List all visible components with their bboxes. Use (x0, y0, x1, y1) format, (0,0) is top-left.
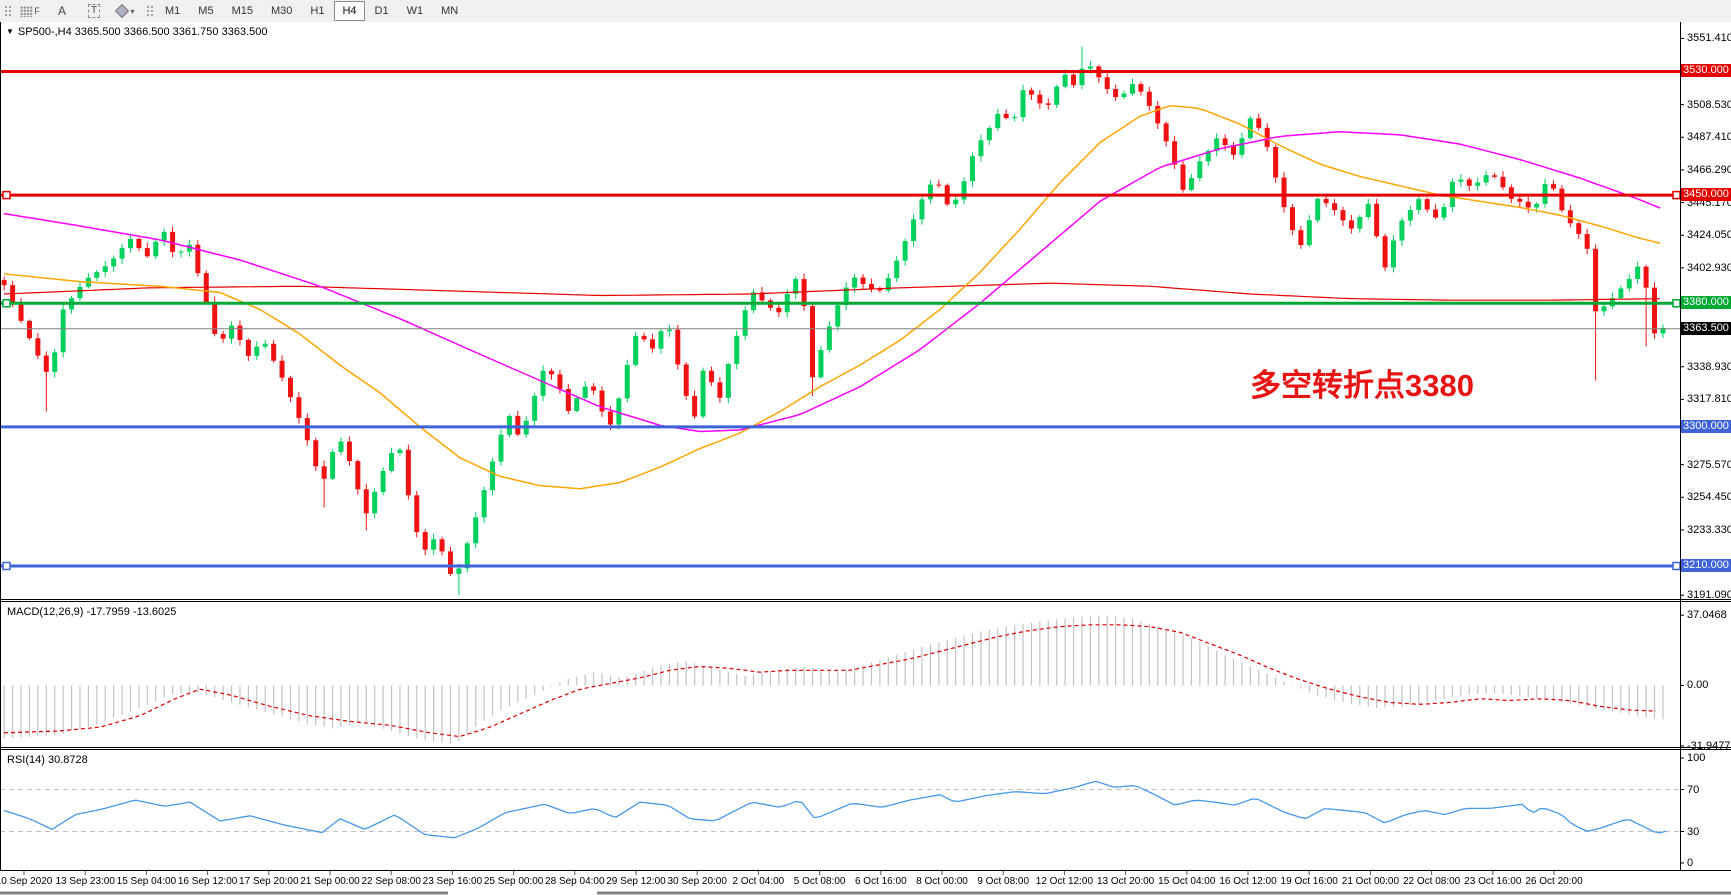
chart-annotation-text: 多空转折点3380 (1250, 368, 1474, 403)
chart-title-text: SP500-,H4 3365.500 3366.500 3361.750 336… (17, 26, 268, 38)
time-axis-label: 25 Sep 00:00 (483, 876, 544, 887)
timeframe-group: M1 M5 M15 M30 H1 H4 D1 W1 MN (156, 1, 467, 21)
tab-timeframe-m30[interactable]: M30 (270, 5, 293, 17)
price-axis-tick: 3466.290 (1687, 163, 1731, 176)
text-label-button[interactable]: T (80, 1, 108, 21)
rsi-indicator-label: RSI(14) 30.8728 (7, 754, 88, 766)
price-axis-tick: 3338.930 (1687, 360, 1731, 373)
price-axis-tick: 3275.570 (1687, 458, 1731, 471)
time-axis-label: 2 Oct 04:00 (732, 876, 785, 887)
price-axis-tick: 3254.450 (1687, 491, 1731, 504)
rsi-axis-tick: 0 (1687, 857, 1694, 869)
grid-icon (20, 5, 34, 17)
chevron-down-icon: ▾ (130, 6, 135, 16)
time-axis-label: 13 Sep 23:00 (55, 876, 115, 887)
line-handle (1672, 561, 1681, 571)
tab-timeframe-h4[interactable]: H4 (334, 1, 365, 21)
price-axis-tick: 3487.410 (1687, 131, 1731, 144)
line-handle (2, 299, 11, 308)
letter-a-icon: A (57, 4, 66, 18)
toolbar: F A T ▾ M1 M5 M15 M30 H1 H4 D1 W1 MN (0, 0, 1731, 23)
toolbar-grip-2[interactable] (145, 4, 153, 18)
macd-signal-line (3, 624, 1657, 738)
time-axis-label: 29 Sep 12:00 (606, 876, 666, 887)
price-axis-tick: 3402.930 (1687, 261, 1731, 274)
tab-timeframe-h1[interactable]: H1 (310, 5, 325, 17)
time-axis-label: 15 Oct 04:00 (1158, 876, 1216, 887)
time-axis-label: 17 Sep 20:00 (239, 876, 299, 887)
price-line-badge: 3210.000 (1681, 559, 1731, 572)
price-line-badge: 3450.000 (1681, 188, 1731, 202)
rsi-axis-tick: 70 (1687, 783, 1700, 796)
cursor-text-button[interactable]: A (48, 1, 76, 21)
profiles-button[interactable]: F (16, 1, 44, 21)
rsi-axis-tick: 100 (1687, 752, 1706, 764)
profiles-label: F (34, 6, 40, 16)
price-axis-tick: 3508.530 (1687, 98, 1731, 111)
price-axis-tick: 3233.330 (1687, 523, 1731, 536)
price-line-badge: 3380.000 (1681, 296, 1731, 310)
time-axis-label: 16 Oct 12:00 (1219, 876, 1277, 887)
time-axis-label: 30 Sep 20:00 (667, 876, 727, 887)
tab-timeframe-m1[interactable]: M1 (165, 5, 181, 17)
time-axis-label: 28 Sep 04:00 (545, 876, 605, 887)
macd-axis-tick: -31.9477 (1687, 740, 1731, 752)
ma-magenta-line (3, 130, 1661, 433)
time-axis-label: 19 Oct 16:00 (1280, 876, 1338, 887)
tab-timeframe-w1[interactable]: W1 (406, 5, 424, 17)
time-axis-label: 8 Oct 00:00 (916, 876, 968, 887)
shapes-icon (115, 3, 130, 19)
time-axis-label: 13 Oct 20:00 (1096, 876, 1155, 887)
time-axis-label: 6 Oct 16:00 (854, 876, 907, 887)
time-axis-label: 12 Oct 12:00 (1035, 876, 1094, 887)
time-axis-label: 5 Oct 08:00 (793, 876, 846, 887)
chart-title: ▼ SP500-,H4 3365.500 3366.500 3361.750 33… (6, 26, 267, 38)
toolbar-grip[interactable] (3, 4, 11, 18)
line-handle (2, 561, 11, 571)
time-axis-label: 10 Sep 2020 (0, 876, 53, 887)
line-handle (1672, 190, 1681, 200)
time-axis-label: 23 Sep 16:00 (422, 876, 483, 887)
time-axis-label: 23 Oct 16:00 (1464, 876, 1522, 887)
time-axis-label: 9 Oct 08:00 (977, 876, 1030, 887)
price-axis-tick: 3191.090 (1687, 589, 1731, 602)
price-axis-tick: 3317.810 (1687, 393, 1731, 406)
collapse-icon[interactable]: ▼ (6, 27, 14, 36)
price-axis-tick: 3551.410 (1687, 32, 1731, 45)
macd-indicator-label: MACD(12,26,9) -17.7959 -13.6025 (7, 606, 177, 618)
rsi-line (3, 780, 1667, 839)
time-axis-label: 26 Oct 20:00 (1525, 876, 1583, 887)
tab-timeframe-d1[interactable]: D1 (374, 5, 389, 17)
macd-histogram (3, 615, 1664, 744)
ma-orange-line (3, 104, 1661, 490)
time-axis-label: 22 Sep 08:00 (361, 876, 421, 887)
price-axis-tick: 3424.050 (1687, 229, 1731, 242)
macd-axis-tick: 0.00 (1687, 679, 1709, 692)
shapes-button[interactable]: ▾ (112, 1, 140, 21)
time-axis-label: 21 Oct 00:00 (1341, 876, 1400, 887)
time-axis-label: 16 Sep 12:00 (177, 876, 238, 887)
time-axis-label: 22 Oct 08:00 (1402, 876, 1461, 887)
ma-red-line (3, 282, 1661, 301)
line-handle (1672, 299, 1681, 308)
time-axis-label: 15 Sep 04:00 (116, 876, 177, 887)
tab-timeframe-m5[interactable]: M5 (198, 5, 214, 17)
price-line-badge: 3363.500 (1681, 321, 1731, 335)
price-line-badge: 3300.000 (1681, 419, 1731, 433)
chart-plot[interactable] (0, 22, 1731, 895)
time-axis-label: 21 Sep 00:00 (300, 876, 360, 887)
text-label-icon: T (87, 4, 101, 18)
macd-axis-tick: 37.0468 (1687, 609, 1727, 622)
tab-timeframe-mn[interactable]: MN (441, 5, 459, 17)
price-line-badge: 3530.000 (1681, 64, 1731, 78)
rsi-axis-tick: 30 (1687, 825, 1700, 838)
line-handle (2, 190, 11, 200)
tab-timeframe-m15[interactable]: M15 (231, 5, 253, 17)
